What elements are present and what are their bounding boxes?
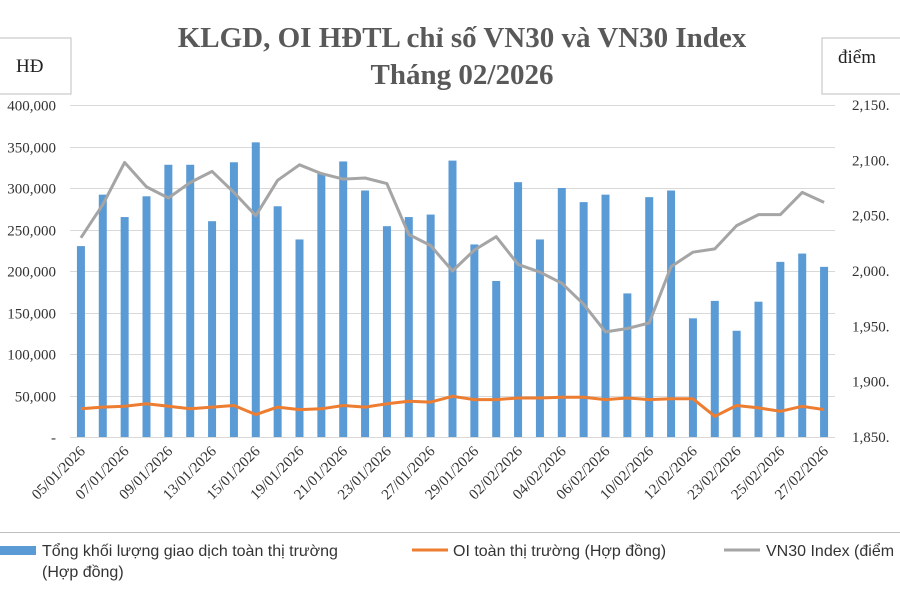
volume-bar <box>798 253 807 437</box>
legend-label-volume-line1: Tổng khối lượng giao dịch toàn thị trườn… <box>42 542 338 560</box>
volume-bar <box>164 164 173 437</box>
volume-bar <box>273 206 282 437</box>
right-axis: 1,850. 1,900. 1,950. 2,000. 2,050. 2,100. 2,15… <box>852 98 890 446</box>
right-tick-label: 1,850. <box>852 430 890 446</box>
volume-bar <box>470 244 479 437</box>
left-unit-box <box>0 37 72 95</box>
volume-bar <box>514 182 523 437</box>
volume-bar <box>535 239 544 437</box>
volume-bars <box>76 142 829 438</box>
volume-bar <box>208 221 217 437</box>
volume-bar <box>754 301 763 437</box>
right-tick-label: 1,900. <box>852 375 890 391</box>
series-lines <box>79 161 825 418</box>
left-unit-label: HĐ <box>16 56 43 77</box>
left-tick-label: 250,000 <box>7 224 56 240</box>
volume-bar <box>667 190 676 437</box>
volume-bar <box>404 217 413 437</box>
legend-label-volume-line2: (Hợp đồng) <box>42 564 124 581</box>
left-tick-label: 50,000 <box>15 390 56 406</box>
chart-subtitle: Tháng 02/2026 <box>371 59 554 91</box>
volume-bar <box>295 239 304 437</box>
volume-bar <box>120 217 129 437</box>
volume-bar <box>732 330 741 437</box>
volume-bar <box>251 142 260 437</box>
right-unit-box <box>821 37 900 95</box>
right-unit-label: điểm <box>838 47 876 68</box>
legend: Tổng khối lượng giao dịch toàn thị trườn… <box>0 542 894 581</box>
volume-bar <box>426 214 435 437</box>
volume-bar <box>776 261 785 437</box>
vn30-line <box>79 161 825 334</box>
right-tick-label: 2,150. <box>852 98 890 114</box>
volume-bar <box>645 197 654 437</box>
left-tick-label: 350,000 <box>7 141 56 157</box>
left-tick-label: 200,000 <box>7 265 56 281</box>
legend-label-oi: OI toàn thị trường (Hợp đồng) <box>453 543 666 560</box>
volume-bar <box>382 226 391 437</box>
left-tick-label: - <box>51 431 56 447</box>
left-tick-label: 300,000 <box>7 182 56 198</box>
volume-bar <box>229 162 238 437</box>
volume-bar <box>688 318 697 437</box>
volume-bar <box>601 194 610 437</box>
volume-bar <box>448 160 457 438</box>
left-axis: - 50,000 100,000 150,000 200,000 250,000 300,0… <box>7 99 56 447</box>
chart-title: KLGD, OI HĐTL chỉ số VN30 và VN30 Index <box>178 22 747 54</box>
right-tick-label: 1,950. <box>852 319 890 335</box>
volume-bar <box>579 202 588 437</box>
volume-bar <box>361 190 370 437</box>
volume-bar <box>492 280 501 437</box>
left-tick-label: 100,000 <box>7 348 56 364</box>
oi-line <box>80 394 825 418</box>
volume-bar <box>186 164 195 437</box>
volume-bar <box>557 188 566 437</box>
volume-bar <box>142 196 151 437</box>
right-tick-label: 2,100. <box>852 153 890 169</box>
volume-bar <box>339 161 348 437</box>
volume-bar <box>710 300 719 437</box>
left-tick-label: 400,000 <box>7 99 56 115</box>
volume-bar <box>317 173 326 437</box>
volume-bar <box>98 194 107 437</box>
legend-label-vn30: VN30 Index (điểm <box>766 542 894 560</box>
right-tick-label: 2,000. <box>852 264 890 280</box>
legend-swatch-volume <box>0 546 36 555</box>
volume-bar <box>623 293 632 437</box>
volume-bar <box>76 246 85 437</box>
left-tick-label: 150,000 <box>7 307 56 323</box>
x-axis: 05/01/202607/01/202609/01/202613/01/2026… <box>29 443 832 503</box>
right-tick-label: 2,050. <box>852 209 890 225</box>
volume-bar <box>820 266 829 437</box>
